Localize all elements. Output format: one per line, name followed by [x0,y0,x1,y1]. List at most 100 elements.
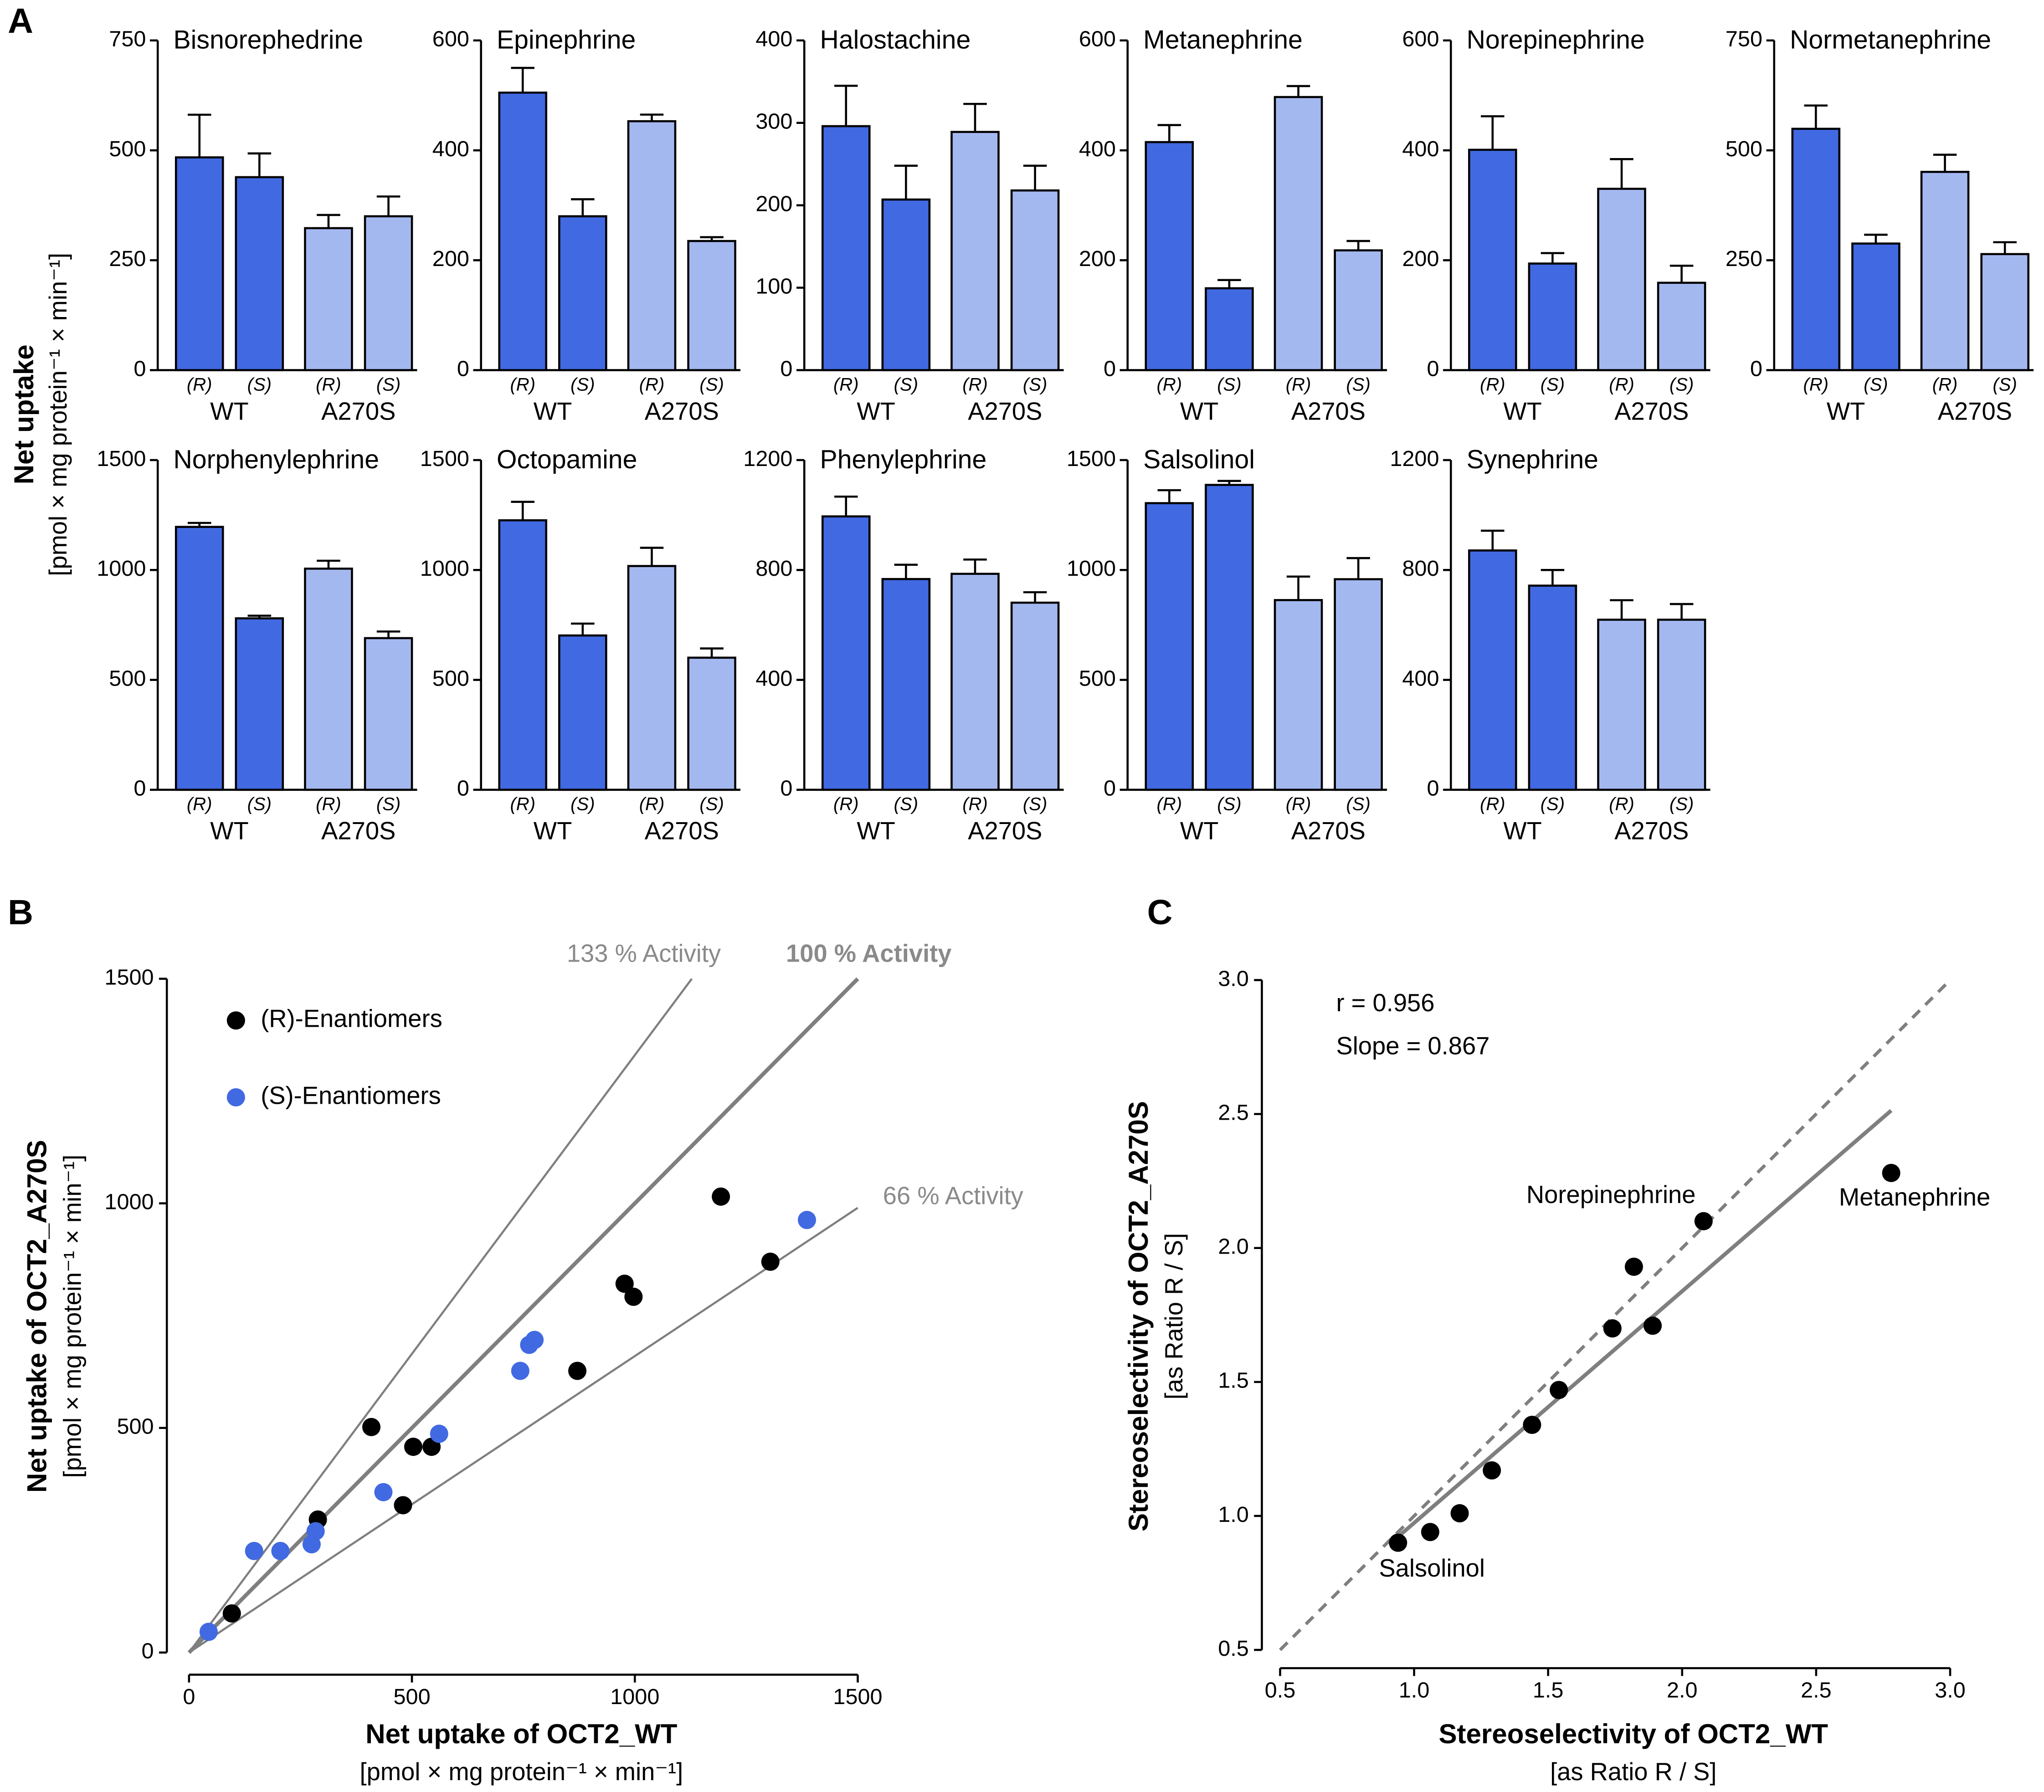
chart-title: Norepinephrine [1467,26,1645,55]
y-tick-label: 400 [1079,137,1116,161]
data-point [1603,1319,1622,1338]
error-bar [963,558,987,574]
category-label: (S) [247,794,272,814]
group-label: A270S [645,817,719,845]
y-axis-units: [pmol × mg protein⁻¹ × min⁻¹] [44,253,72,576]
bar [235,176,284,371]
category-label: (R) [187,375,212,395]
data-point [511,1362,529,1380]
y-tick-label: 400 [755,27,792,51]
error-bar [1864,234,1888,244]
category-label: (R) [1286,794,1311,814]
category-label: (S) [247,375,272,395]
y-tick-label: 1200 [1390,446,1439,471]
bar [1468,549,1517,791]
category-label: (R) [833,794,859,814]
bar [1657,282,1706,371]
error-bar [1481,115,1505,150]
bar [235,617,284,791]
error-bar [1346,240,1370,251]
bar [1980,253,2029,371]
chart-title: Normetanephrine [1790,26,1991,55]
point-label: Norepinephrine [1526,1181,1696,1208]
data-point [761,1252,780,1271]
point-label: Metanephrine [1839,1183,1990,1211]
category-label: (S) [1669,375,1694,395]
category-label: (S) [570,375,595,395]
bar [175,156,224,371]
error-bar [1023,591,1047,603]
x-tick-label: 500 [393,1684,430,1709]
x-tick-label: 1500 [833,1684,882,1709]
x-tick-label: 0 [183,1684,195,1709]
y-tick-label: 0 [1427,356,1439,381]
annotation: r = 0.956 [1336,989,1434,1017]
bar [687,240,736,371]
group-label: A270S [968,817,1042,845]
error-bar [1157,489,1181,503]
category-label: (R) [1286,375,1311,395]
category-label: (R) [962,375,988,395]
reference-line-label: 133 % Activity [567,940,721,968]
category-label: (R) [1156,794,1182,814]
y-tick-label: 500 [1726,137,1762,161]
category-label: (S) [1993,375,2017,395]
group-label: WT [534,817,572,845]
reference-line [187,977,859,1654]
y-tick-label: 3.0 [1218,966,1249,991]
group-label: WT [857,817,895,845]
data-point [525,1331,544,1349]
error-bar [1610,158,1633,189]
y-tick-label: 750 [109,27,146,51]
category-label: (S) [1023,375,1047,395]
bar [627,120,677,371]
bar [364,637,413,791]
y-tick-label: 0 [142,1639,154,1664]
data-point [624,1287,643,1306]
category-label: (R) [833,375,859,395]
y-tick-label: 2.0 [1218,1234,1249,1259]
category-label: (S) [1541,794,1565,814]
y-axis-title: Net uptake of OCT2_A270S [22,1140,52,1493]
data-point [712,1187,730,1206]
group-label: A270S [321,817,395,845]
bar [881,578,931,791]
group-label: A270S [1291,397,1366,425]
error-bar [1286,85,1310,97]
group-label: A270S [968,397,1042,425]
bar [558,634,607,791]
error-bar [640,113,664,122]
y-axis-title: Net uptake [9,344,39,484]
bar [821,125,871,371]
bar [1010,189,1060,371]
error-bar [1481,529,1505,551]
point-label: Salsolinol [1379,1554,1485,1582]
category-label: (S) [570,794,595,814]
data-point [615,1275,634,1293]
category-label: (S) [1541,375,1565,395]
x-axis-title: Stereoselectivity of OCT2_WT [1438,1719,1828,1749]
category-label: (S) [1217,375,1241,395]
category-label: (R) [510,794,535,814]
error-bar [894,164,918,200]
data-point [394,1496,412,1515]
x-tick-label: 2.5 [1801,1678,1832,1702]
y-tick-label: 500 [1079,666,1116,691]
legend-label: (R)-Enantiomers [261,1005,442,1033]
x-axis-units: [pmol × mg protein⁻¹ × min⁻¹] [360,1758,683,1786]
category-label: (S) [1023,794,1047,814]
y-tick-label: 400 [1402,666,1439,691]
y-tick-label: 1500 [1067,446,1116,471]
bar [1274,599,1323,791]
bar [1468,148,1517,371]
y-tick-label: 0 [1750,356,1762,381]
error-bar [1541,252,1565,264]
legend-marker [226,1088,245,1107]
group-label: WT [1827,397,1865,425]
error-bar [834,495,858,517]
error-bar [1286,575,1310,600]
error-bar [511,501,534,521]
data-point [271,1541,290,1560]
error-bar [834,85,858,126]
bar [1791,128,1841,371]
